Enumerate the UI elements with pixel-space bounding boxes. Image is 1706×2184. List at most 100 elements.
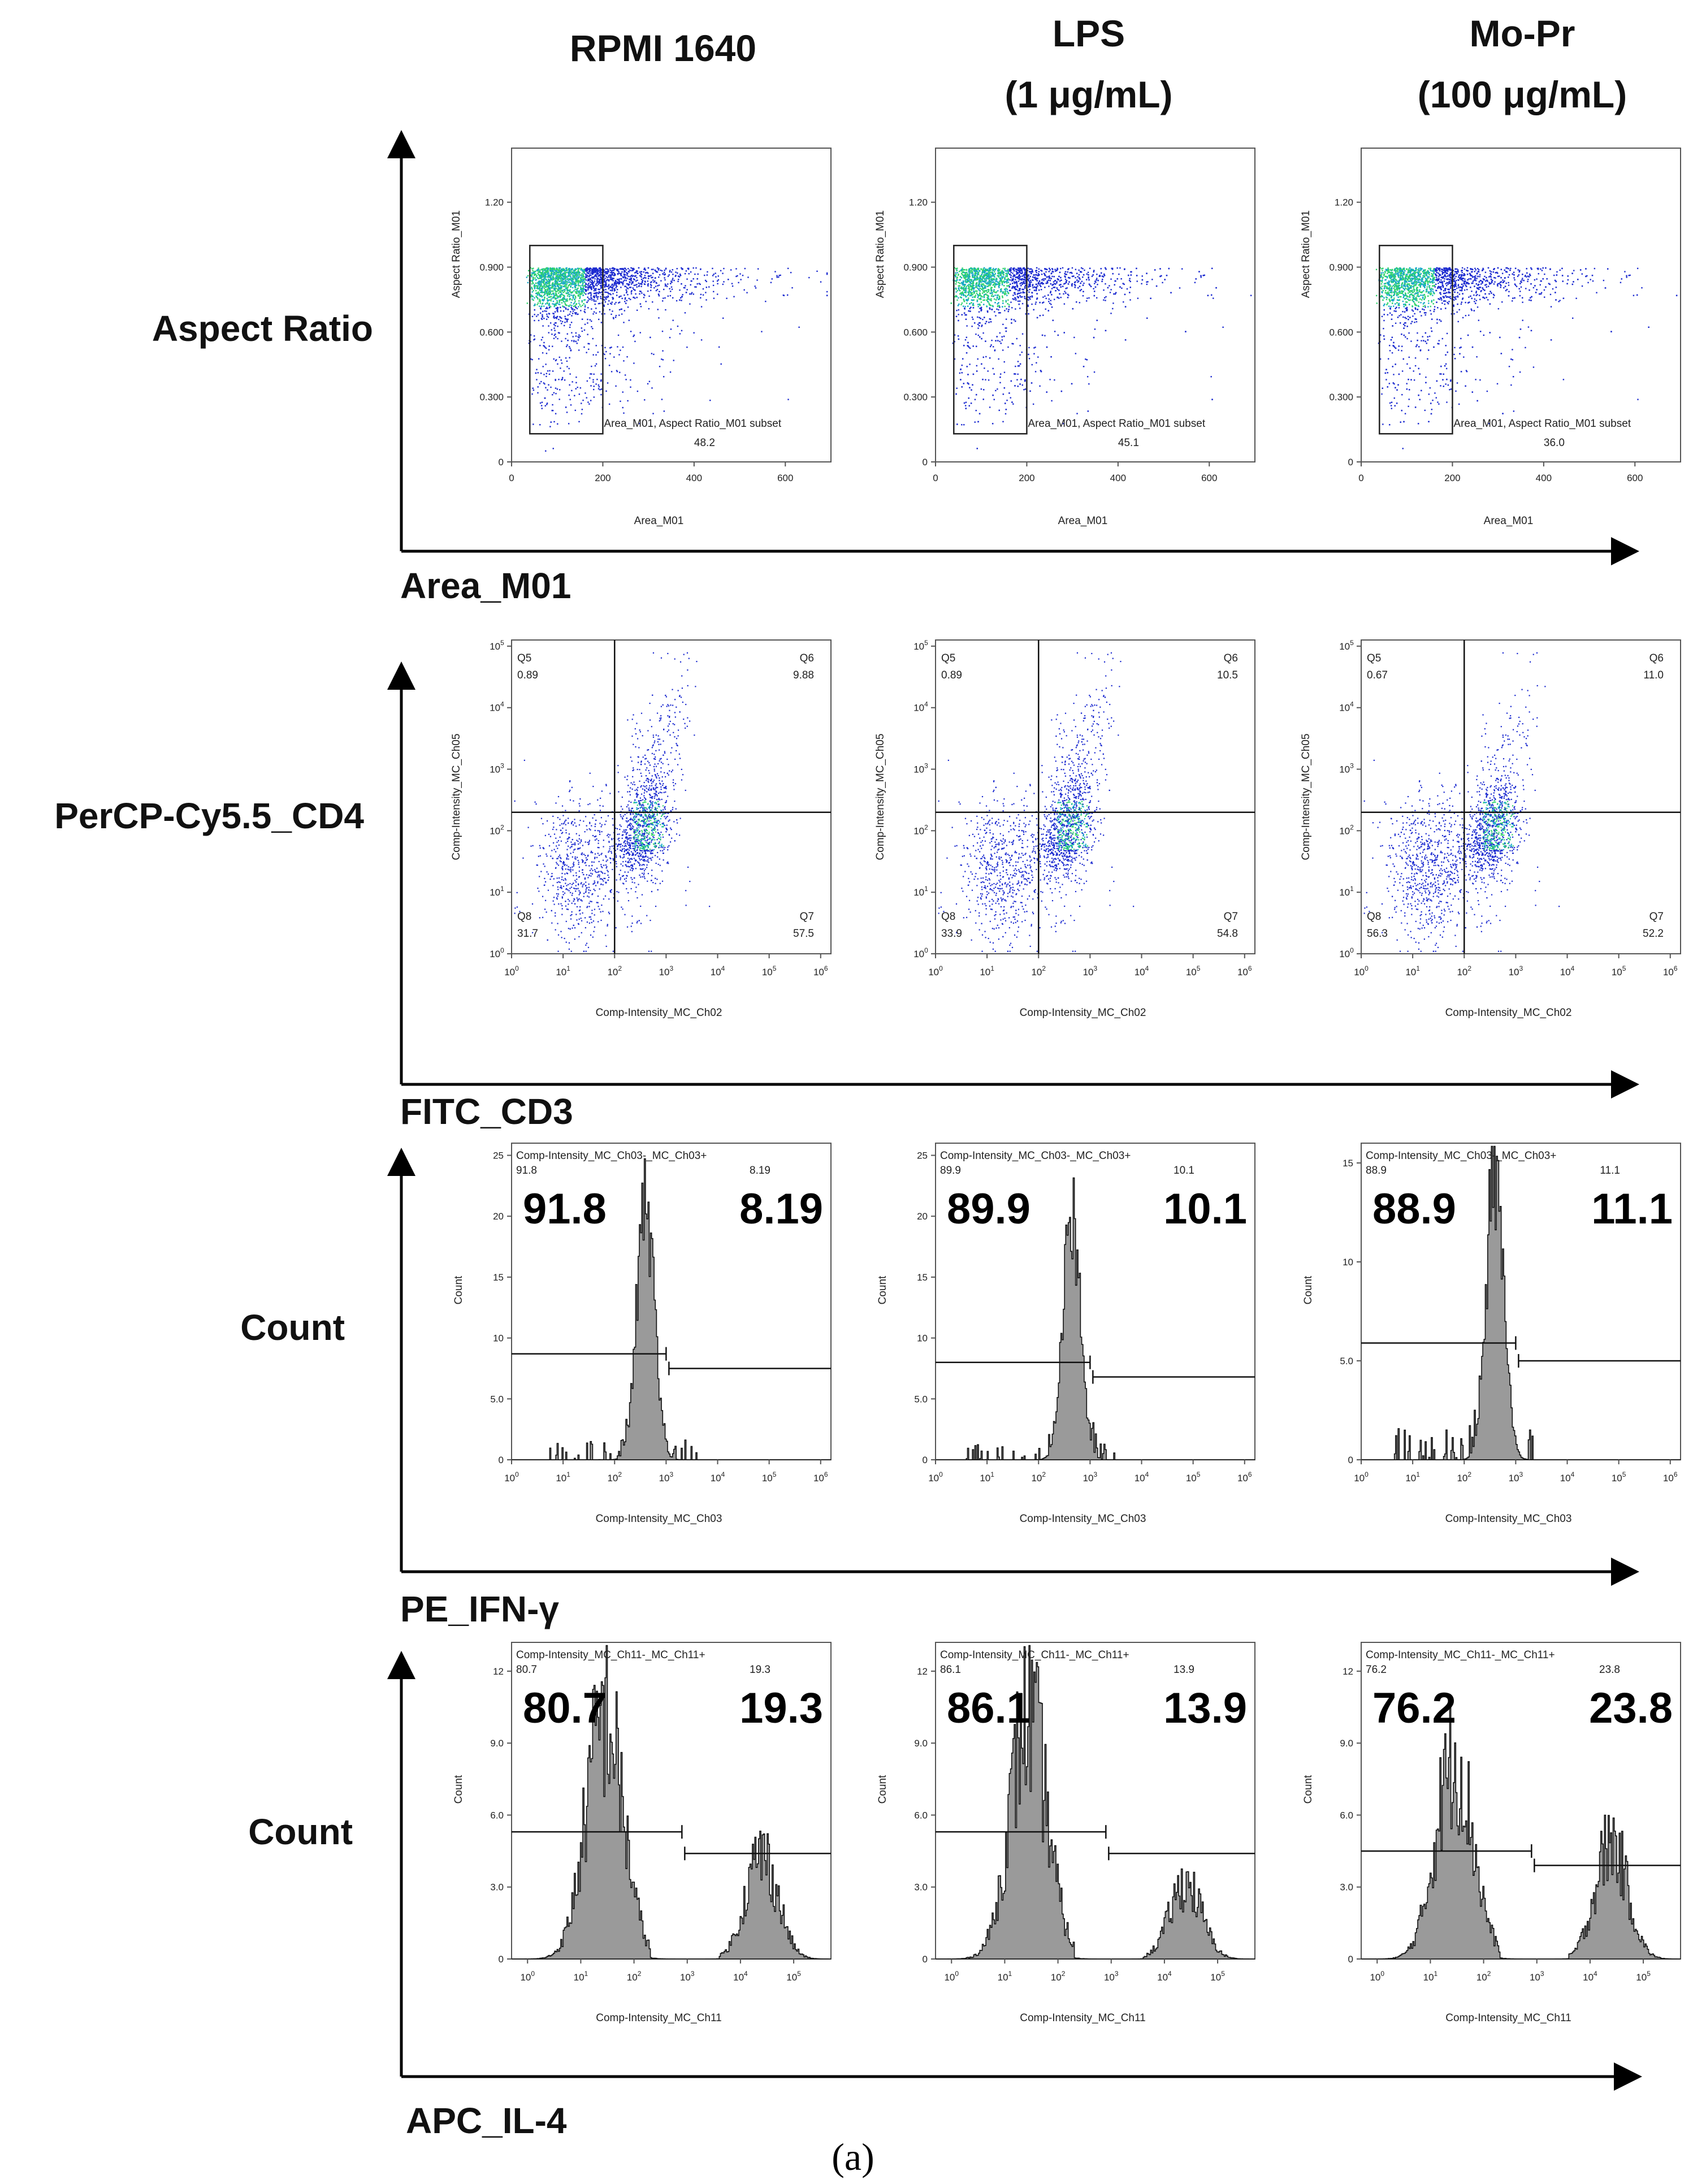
scatter-point [973,292,975,294]
scatter-point [1048,271,1050,273]
scatter-point [1060,284,1062,286]
scatter-point [1029,283,1031,285]
scatter-point [570,273,572,275]
scatter-point [689,303,691,305]
scatter-point [568,268,570,270]
scatter-point [639,303,642,305]
scatter-point [1088,279,1090,281]
scatter-point [676,267,678,270]
scatter-point [973,296,975,298]
scatter-point [1017,267,1019,269]
scatter-point [978,286,981,288]
scatter-point [968,293,969,296]
scatter-point [530,267,531,269]
scatter-point [1028,299,1029,301]
scatter-point [1027,304,1029,306]
scatter-point [1001,336,1003,338]
scatter-point [546,404,548,405]
scatter-point [1053,276,1055,278]
scatter-point [971,267,972,270]
scatter-point [590,274,592,276]
scatter-point [956,278,958,279]
scatter-point [1006,270,1008,272]
scatter-point [977,358,978,360]
scatter-point [589,281,591,283]
scatter-point [640,274,643,275]
scatter-point [977,274,978,276]
scatter-point [975,296,976,298]
scatter-point [1021,296,1023,298]
scatter-point [717,275,719,277]
scatter-point [1104,297,1106,299]
scatter-point [607,269,609,271]
scatter-point [528,342,530,344]
scatter-point [579,282,581,283]
scatter-point [961,364,963,366]
scatter-point [548,284,549,287]
scatter-point [1054,269,1056,270]
scatter-point [991,423,994,425]
scatter-point [967,341,969,344]
scatter-point [542,299,544,301]
scatter-point [978,304,981,305]
scatter-point [722,317,724,319]
scatter-point [684,287,686,289]
scatter-point [1004,281,1006,283]
scatter-point [546,295,548,297]
scatter-point [601,286,603,288]
row-xlabel-pe-ifn: PE_IFN-γ [400,1589,559,1629]
scatter-point [1002,276,1004,278]
scatter-point [567,339,569,341]
scatter-point [592,313,594,315]
scatter-point [1097,279,1099,282]
scatter-point [612,297,614,299]
scatter-point [554,297,556,299]
scatter-point [599,288,600,291]
scatter-point [685,285,686,287]
scatter-point [974,276,976,278]
scatter-point [621,282,623,284]
scatter-point [558,267,560,269]
scatter-point [554,280,556,282]
scatter-point [1086,376,1089,378]
scatter-point [539,271,540,273]
scatter-point [956,270,958,271]
scatter-point [681,268,683,270]
scatter-point [672,319,674,321]
scatter-point [628,297,630,300]
scatter-point [544,275,546,277]
scatter-point [1085,358,1086,360]
scatter-point [698,283,700,284]
scatter-point [569,283,571,286]
scatter-point [560,280,561,282]
scatter-point [555,308,557,309]
scatter-point [572,277,574,279]
scatter-point [1004,403,1006,404]
scatter-point [743,289,745,291]
scatter-point [989,357,991,359]
scatter-point [630,379,631,381]
scatter-point [975,295,976,296]
scatter-point [997,281,999,283]
scatter-point [572,297,574,299]
scatter-point [561,340,562,342]
scatter-point [577,284,579,286]
scatter-point [560,320,561,322]
scatter-point [778,275,780,276]
scatter-point [561,377,564,379]
scatter-point [990,276,992,278]
scatter-point [542,274,544,276]
scatter-point [542,310,544,313]
scatter-point [556,388,558,390]
scatter-point [611,267,613,270]
scatter-point [1146,283,1148,286]
scatter-point [547,273,548,275]
scatter-point [625,289,627,291]
scatter-point [647,280,649,282]
row-labels: Aspect Ratio Area_M01 PerCP-Cy5.5_CD4 FI… [54,308,573,2141]
scatter-point [964,287,967,289]
scatter-point [544,270,547,271]
scatter-point [568,272,569,274]
scatter-point [566,290,569,292]
scatter-point [603,305,605,307]
